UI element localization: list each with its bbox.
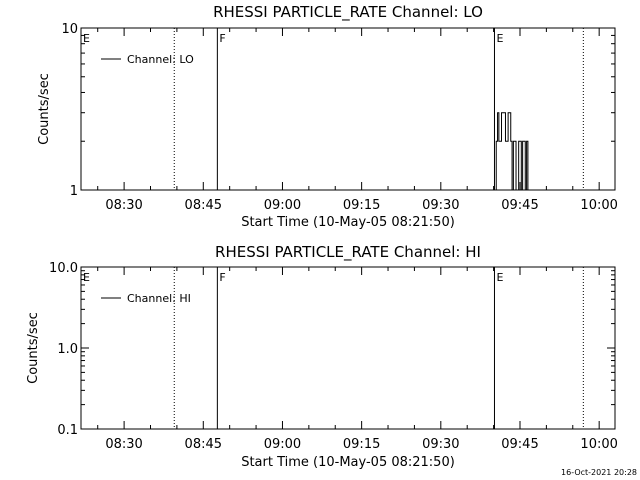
event-marker-label: F	[219, 271, 225, 284]
x-tick-label: 09:00	[264, 198, 301, 213]
chart-title-lo: RHESSI PARTICLE_RATE Channel: LO	[213, 3, 483, 22]
y-tick-label: 0.1	[57, 423, 78, 438]
x-tick-label: 09:00	[264, 437, 301, 452]
y-tick-label: 1.0	[57, 342, 78, 357]
x-tick-label: 09:15	[343, 437, 380, 452]
legend-label-lo: Channel: LO	[127, 53, 194, 66]
panel-lo: RHESSI PARTICLE_RATE Channel: LO Counts/…	[37, 3, 618, 230]
series-line	[493, 112, 531, 191]
footer-timestamp: 16-Oct-2021 20:28	[561, 468, 637, 477]
panel-hi: RHESSI PARTICLE_RATE Channel: HI Counts/…	[26, 243, 618, 470]
x-tick-label: 09:45	[501, 437, 538, 452]
y-axis-label-lo: Counts/sec	[37, 73, 52, 145]
x-tick-label: 09:30	[422, 198, 459, 213]
y-tick-label: 10	[61, 22, 78, 37]
x-tick-label: 09:15	[343, 198, 380, 213]
x-tick-label: 08:45	[185, 198, 222, 213]
event-marker-label: E	[83, 32, 90, 45]
y-axis-label-hi: Counts/sec	[26, 312, 41, 384]
y-tick-label: 10.0	[49, 261, 78, 276]
x-tick-label: 09:30	[422, 437, 459, 452]
x-tick-label: 08:30	[105, 198, 142, 213]
event-marker-label: E	[83, 271, 90, 284]
plot-marks-lo: 08:30 08:45 09:00 09:15 09:30 09:45 10:00 1 10 E F…	[61, 22, 617, 213]
x-axis-label-hi: Start Time (10-May-05 08:21:50)	[241, 455, 455, 470]
x-tick-label: 09:45	[501, 198, 538, 213]
event-marker-label: F	[219, 32, 225, 45]
x-tick-label: 08:30	[105, 437, 142, 452]
x-tick-label: 10:00	[580, 198, 617, 213]
x-tick-label: 08:45	[185, 437, 222, 452]
chart-title-hi: RHESSI PARTICLE_RATE Channel: HI	[215, 243, 481, 262]
event-marker-label: E	[496, 271, 503, 284]
event-marker-label: E	[496, 32, 503, 45]
x-tick-label: 10:00	[580, 437, 617, 452]
legend-label-hi: Channel: HI	[127, 292, 191, 305]
y-tick-label: 1	[70, 184, 78, 199]
x-axis-label-lo: Start Time (10-May-05 08:21:50)	[241, 215, 455, 230]
plot-marks-hi: 08:30 08:45 09:00 09:15 09:30 09:45 10:00 0.1 1.…	[49, 261, 618, 452]
